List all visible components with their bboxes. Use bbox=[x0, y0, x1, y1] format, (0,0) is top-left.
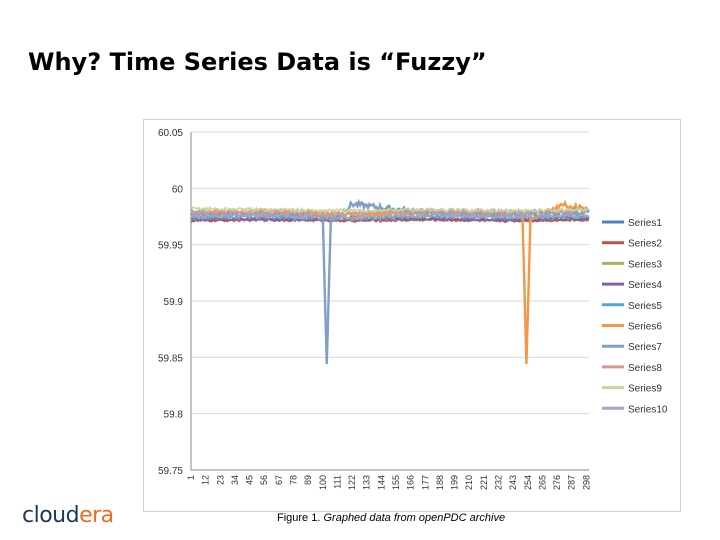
x-tick-label: 1 bbox=[186, 475, 196, 480]
x-tick-label: 177 bbox=[420, 475, 430, 490]
x-tick-label: 67 bbox=[274, 475, 284, 485]
x-tick-label: 199 bbox=[450, 475, 460, 490]
x-tick-label: 166 bbox=[406, 475, 416, 490]
x-tick-label: 188 bbox=[435, 475, 445, 490]
series-line bbox=[190, 211, 590, 222]
x-tick-label: 12 bbox=[201, 475, 211, 485]
y-tick-label: 60.05 bbox=[158, 128, 183, 139]
x-tick-label: 243 bbox=[508, 475, 518, 490]
figure-caption: Figure 1. Graphed data from openPDC arch… bbox=[277, 512, 505, 524]
legend-label: Series6 bbox=[628, 322, 662, 333]
legend-label: Series2 bbox=[628, 239, 662, 250]
y-tick-label: 59.95 bbox=[158, 241, 183, 252]
logo-text-accent: era bbox=[79, 503, 114, 528]
x-tick-label: 23 bbox=[215, 475, 225, 485]
y-tick-label: 59.75 bbox=[158, 466, 183, 477]
x-tick-label: 155 bbox=[391, 475, 401, 490]
x-tick-label: 144 bbox=[376, 475, 386, 490]
chart-frame: 59.75 59.8 59.85 59.9 59.95 60 60.05 1 12 23 34 45 5… bbox=[143, 119, 681, 512]
legend-label: Series8 bbox=[628, 363, 662, 374]
x-tick-label: 122 bbox=[347, 475, 357, 490]
logo-text-main: cloud bbox=[22, 503, 80, 528]
legend-label: Series1 bbox=[628, 218, 662, 229]
x-tick-label: 254 bbox=[523, 475, 533, 490]
caption-text: Graphed data from openPDC archive bbox=[323, 512, 506, 524]
x-tick-label: 89 bbox=[303, 475, 313, 485]
x-tick-label: 78 bbox=[288, 475, 298, 485]
x-tick-label: 100 bbox=[318, 475, 328, 490]
x-tick-label: 111 bbox=[332, 475, 342, 489]
legend-label: Series7 bbox=[628, 342, 662, 353]
series-line bbox=[190, 205, 590, 215]
x-tick-label: 45 bbox=[245, 475, 255, 485]
caption-prefix: Figure 1. bbox=[277, 512, 321, 524]
x-tick-label: 34 bbox=[230, 475, 240, 485]
legend-label: Series3 bbox=[628, 259, 662, 270]
x-tick-label: 298 bbox=[581, 475, 591, 490]
slide-title: Why? Time Series Data is “Fuzzy” bbox=[28, 48, 487, 76]
legend-label: Series5 bbox=[628, 301, 662, 312]
cloudera-logo: cloudera bbox=[22, 503, 114, 528]
legend-label: Series10 bbox=[628, 404, 668, 415]
x-tick-label: 265 bbox=[537, 475, 547, 490]
x-tick-label: 210 bbox=[464, 475, 474, 490]
y-tick-label: 59.8 bbox=[164, 410, 184, 421]
y-tick-label: 60 bbox=[172, 184, 184, 195]
x-tick-label: 276 bbox=[552, 475, 562, 490]
line-chart: 59.75 59.8 59.85 59.9 59.95 60 60.05 1 12 23 34 45 5… bbox=[158, 128, 668, 490]
series-line bbox=[189, 199, 590, 365]
x-tick-label: 133 bbox=[362, 475, 372, 490]
x-tick-label: 56 bbox=[259, 475, 269, 485]
y-tick-label: 59.9 bbox=[164, 297, 184, 308]
legend-label: Series9 bbox=[628, 384, 662, 395]
x-tick-label: 221 bbox=[479, 475, 489, 490]
y-tick-label: 59.85 bbox=[158, 353, 183, 364]
x-tick-label: 232 bbox=[493, 475, 503, 490]
x-tick-label: 287 bbox=[567, 475, 577, 490]
legend-label: Series4 bbox=[628, 280, 662, 291]
